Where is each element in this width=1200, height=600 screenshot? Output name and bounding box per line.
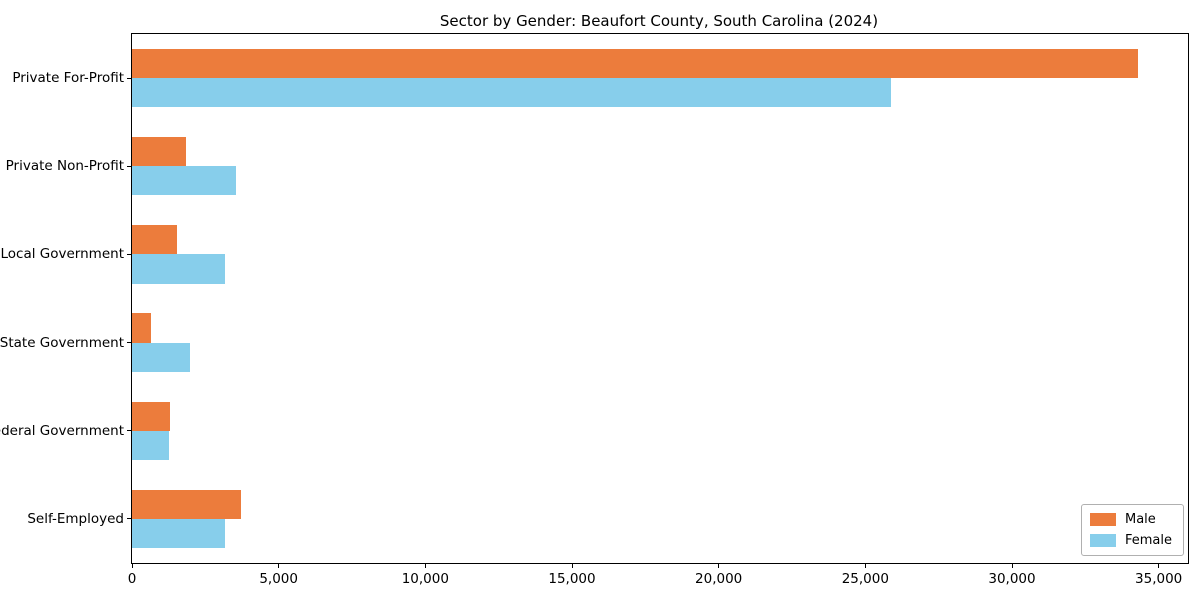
y-tick-mark [127,518,132,520]
y-axis-label: Local Government [0,246,124,263]
bar-male-private-for-profit [132,48,1138,79]
legend-swatch-female [1089,534,1116,547]
legend-item: Female [1089,533,1172,548]
x-tick-label: 10,000 [401,571,449,587]
x-tick-mark [424,563,426,568]
x-tick-label: 0 [127,571,137,587]
legend: Male Female [1080,504,1184,556]
y-tick-mark [127,77,132,79]
bar-female-local-government [132,254,226,284]
x-tick-label: 15,000 [548,571,596,587]
legend-item: Male [1089,512,1172,527]
x-tick-label: 20,000 [695,571,743,587]
bar-male-local-government [132,225,178,255]
x-tick-label: 35,000 [1135,571,1183,587]
bar-female-self-employed [132,518,226,548]
legend-label: Male [1124,512,1156,527]
bar-female-private-for-profit [132,78,892,108]
x-tick-label: 5,000 [259,571,298,587]
y-tick-mark [127,430,132,432]
x-tick-mark [1011,563,1013,568]
x-tick-mark [131,563,133,568]
x-tick-mark [571,563,573,568]
bar-male-federal-government [132,401,171,431]
x-tick-mark [864,563,866,568]
legend-label: Female [1124,533,1172,548]
y-axis-label: Federal Government [0,422,124,439]
y-tick-mark [127,253,132,255]
legend-swatch-male [1089,513,1116,526]
x-tick-mark [718,563,720,568]
x-tick-mark [278,563,280,568]
y-axis-label: Private Non-Profit [5,158,124,175]
bar-female-private-non-profit [132,166,237,196]
x-tick-label: 25,000 [841,571,889,587]
bar-female-state-government [132,342,191,372]
x-tick-label: 30,000 [988,571,1036,587]
bar-male-state-government [132,313,152,343]
y-axis-label: Self-Employed [27,510,124,527]
y-tick-mark [127,342,132,344]
bar-female-federal-government [132,430,170,460]
bar-male-private-non-profit [132,137,187,167]
bar-male-self-employed [132,489,242,519]
y-axis-label: State Government [0,334,124,351]
plot-area: Male Female 0 5,000 10,000 15,000 20,000 25,00… [127,33,1189,587]
chart-title: Sector by Gender: Beaufort County, South… [439,12,879,30]
y-axis-label: Private For-Profit [12,70,124,87]
y-axis-labels: Private For-Profit Private Non-Profit Loca… [0,34,124,563]
y-tick-mark [127,165,132,167]
x-tick-mark [1158,563,1160,568]
